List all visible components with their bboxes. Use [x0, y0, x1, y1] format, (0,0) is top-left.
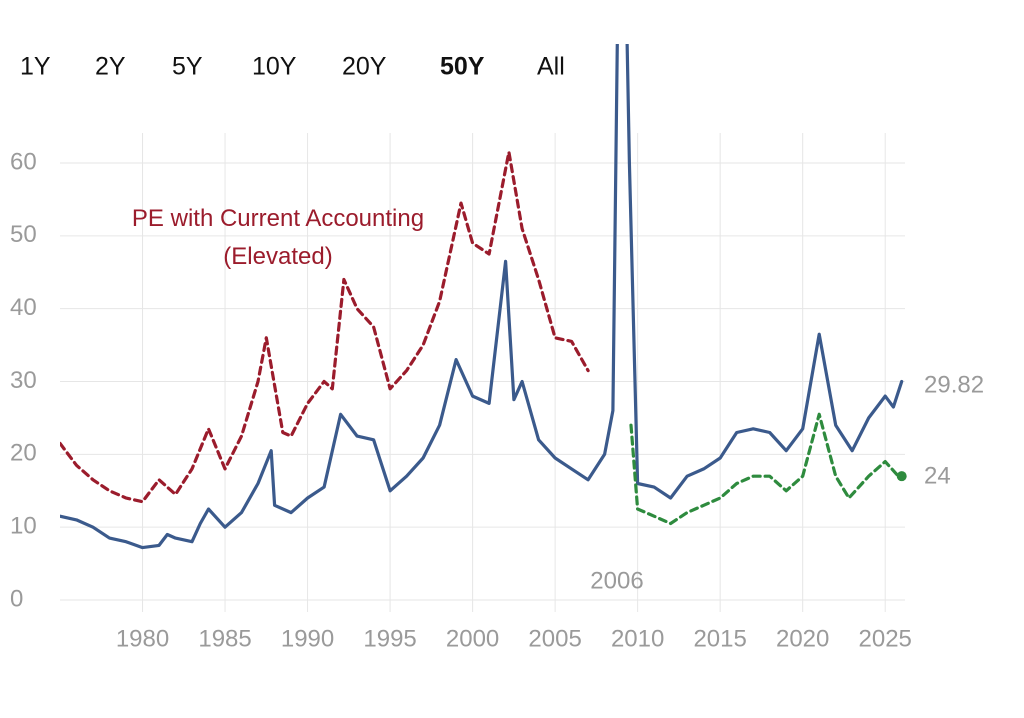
- range-buttons: 1Y 2Y 5Y 10Y 20Y 50Y All: [20, 53, 565, 81]
- plot: [60, 44, 907, 550]
- series-line: [60, 44, 904, 550]
- y-tick-label: 20: [10, 440, 37, 467]
- range-button[interactable]: 10Y: [252, 53, 297, 81]
- range-button[interactable]: 2Y: [95, 53, 126, 81]
- grid: [60, 133, 905, 612]
- x-tick-label: 2015: [693, 625, 746, 652]
- x-tick-label: 1985: [198, 625, 251, 652]
- x-tick-label: 1980: [116, 625, 169, 652]
- y-tick-label: 30: [10, 367, 37, 394]
- y-tick-label: 50: [10, 221, 37, 248]
- x-tick-label: 1990: [281, 625, 334, 652]
- range-button[interactable]: 5Y: [172, 53, 203, 81]
- x-tick-label: 2020: [776, 625, 829, 652]
- y-tick-label: 10: [10, 513, 37, 540]
- annotation: 2006: [590, 567, 643, 594]
- labels: 0 10 20 30 40 50 60 1980 1985 1990 1995 2000 2005 201…: [10, 148, 984, 652]
- x-tick-label: 2005: [528, 625, 581, 652]
- y-tick-label: 40: [10, 294, 37, 321]
- x-tick-label: 1995: [363, 625, 416, 652]
- range-button[interactable]: 20Y: [342, 53, 387, 81]
- x-tick-label: 2025: [859, 625, 912, 652]
- end-dot: [896, 471, 907, 482]
- last-value-label: 24: [924, 462, 951, 489]
- range-button[interactable]: 50Y: [440, 53, 485, 81]
- x-tick-label: 2000: [446, 625, 499, 652]
- range-button[interactable]: All: [537, 53, 565, 81]
- y-tick-label: 0: [10, 585, 23, 612]
- series-label: PE with Current Accounting (Elevated): [131, 205, 425, 270]
- series-line: [60, 150, 590, 504]
- y-tick-label: 60: [10, 148, 37, 175]
- range-button[interactable]: 1Y: [20, 53, 51, 81]
- last-value-label: 29.82: [924, 371, 984, 398]
- x-tick-label: 2010: [611, 625, 664, 652]
- series-line: [629, 412, 904, 526]
